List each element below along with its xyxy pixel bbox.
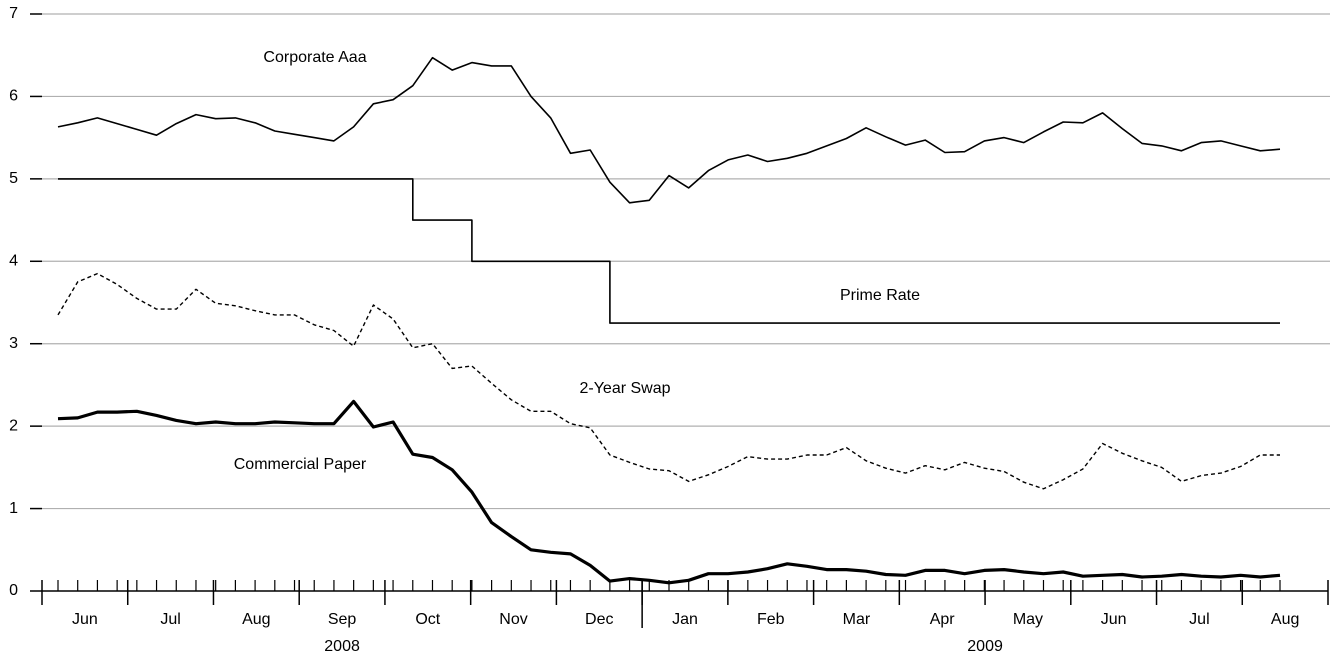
year-label: 2009 bbox=[967, 638, 1003, 655]
series-label: Commercial Paper bbox=[234, 456, 367, 473]
series-label: 2-Year Swap bbox=[579, 380, 670, 397]
month-label: May bbox=[1013, 611, 1043, 628]
y-tick-label: 5 bbox=[9, 170, 18, 187]
series-line bbox=[58, 178, 1280, 324]
month-label: Feb bbox=[757, 611, 785, 628]
month-label: Aug bbox=[1271, 611, 1299, 628]
month-label: Apr bbox=[930, 611, 956, 628]
series-line bbox=[57, 399, 1281, 585]
y-tick-label: 3 bbox=[9, 335, 18, 352]
y-tick-label: 2 bbox=[9, 417, 18, 434]
y-tick-label: 0 bbox=[9, 582, 18, 599]
y-tick-label: 4 bbox=[9, 253, 18, 270]
series-line bbox=[57, 56, 1281, 204]
month-label: Jul bbox=[1189, 611, 1209, 628]
y-tick-label: 7 bbox=[9, 5, 18, 22]
month-label: Nov bbox=[499, 611, 527, 628]
month-label: Dec bbox=[585, 611, 613, 628]
y-tick-label: 1 bbox=[9, 500, 18, 517]
month-label: Sep bbox=[328, 611, 357, 628]
month-label: Jun bbox=[72, 611, 98, 628]
month-label: Jul bbox=[160, 611, 180, 628]
series-label: Prime Rate bbox=[840, 287, 920, 304]
y-tick-label: 6 bbox=[9, 88, 18, 105]
month-label: Mar bbox=[843, 611, 871, 628]
series-line bbox=[57, 272, 1280, 490]
month-label: Aug bbox=[242, 611, 270, 628]
year-label: 2008 bbox=[324, 638, 360, 655]
month-label: Oct bbox=[415, 611, 440, 628]
series-label: Corporate Aaa bbox=[263, 49, 366, 66]
month-label: Jan bbox=[672, 611, 698, 628]
month-label: Jun bbox=[1101, 611, 1127, 628]
